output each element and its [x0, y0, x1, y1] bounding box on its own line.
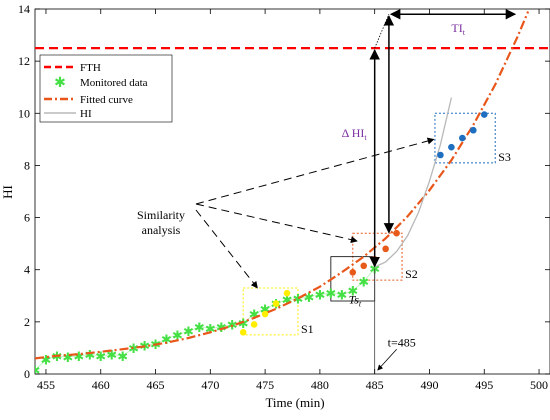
monitored-point: ✱	[117, 349, 128, 364]
x-axis-title: Time (min)	[265, 395, 324, 410]
monitored-point: ✱	[30, 363, 41, 378]
monitored-point: ✱	[303, 290, 314, 305]
x-tick-label: 475	[256, 378, 274, 392]
x-tick-label: 495	[475, 378, 493, 392]
segment-box-s1	[242, 287, 299, 336]
similarity-arrow-s1	[195, 209, 258, 289]
t-marker-arrow	[377, 348, 397, 371]
x-tick-label: 455	[37, 378, 55, 392]
legend-label-hi: HI	[80, 108, 92, 120]
y-tick-label: 2	[24, 315, 30, 329]
y-tick-label: 4	[24, 263, 30, 277]
x-tick-label: 465	[147, 378, 165, 392]
monitored-point: ✱	[282, 293, 293, 308]
monitored-point: ✱	[249, 307, 260, 322]
x-tick-label: 490	[420, 378, 438, 392]
series-line-monitored	[35, 268, 375, 371]
axes-layer: 455 460 465 470 475 480 485 490 495 500 0 2 4 6 8 10 12 1…	[18, 2, 550, 392]
segment-point-s2	[393, 229, 400, 237]
delta-hi-label: Δ HIt	[342, 126, 368, 142]
monitored-point: ✱	[216, 320, 227, 335]
x-tick-label: 500	[530, 378, 548, 392]
similarity-arrow-s2	[195, 203, 358, 244]
segment-box-s3	[434, 112, 496, 164]
y-tick-label: 0	[24, 367, 30, 381]
similarity-arrow-s3	[195, 137, 435, 205]
monitored-point: ✱	[336, 287, 347, 302]
segment-point-s2	[382, 245, 389, 253]
monitored-point: ✱	[106, 347, 117, 362]
y-axis-title: HI	[0, 185, 15, 199]
monitored-point: ✱	[325, 286, 336, 301]
similarity-label-line1: Similarity	[137, 208, 185, 222]
segment-points	[239, 111, 488, 336]
segment-point-s3	[437, 151, 444, 159]
legend-label-fitted: Fitted curve	[80, 94, 133, 106]
monitored-point: ✱	[238, 316, 249, 331]
ti-label: TIt	[451, 21, 465, 37]
t-marker-label: t=485	[388, 336, 416, 350]
segment-label-s2: S2	[405, 267, 418, 281]
monitored-point: ✱	[194, 320, 205, 335]
y-tick-label: 10	[18, 106, 30, 120]
y-tick-label: 6	[24, 211, 30, 225]
segment-point-s3	[469, 126, 477, 134]
segment-point-s3	[448, 143, 455, 151]
y-tick-label: 8	[24, 158, 30, 172]
monitored-point: ✱	[172, 328, 183, 343]
monitored-point: ✱	[183, 324, 194, 339]
x-tick-label: 470	[201, 378, 219, 392]
x-tick-label: 480	[311, 378, 329, 392]
ts-label: Tst	[349, 293, 362, 309]
monitored-point: ✱	[128, 341, 139, 356]
series-line-hi	[374, 97, 453, 268]
legend-swatch-monitored: ✱	[54, 76, 66, 91]
similarity-label-line2: analysis	[142, 223, 181, 237]
x-tick-label: 485	[366, 378, 384, 392]
monitored-point: ✱	[293, 291, 304, 306]
segment-label-s3: S3	[498, 150, 511, 164]
segment-point-s2	[349, 269, 357, 276]
monitored-point: ✱	[205, 321, 216, 336]
x-tick-label: 460	[92, 378, 110, 392]
segment-point-s1	[272, 300, 280, 307]
segment-point-s1	[283, 289, 291, 297]
legend: FTH ✱ Monitored data Fitted curve HI	[39, 54, 173, 123]
monitored-point: ✱	[260, 302, 271, 317]
monitored-point: ✱	[84, 347, 95, 362]
segment-point-s3	[459, 134, 466, 142]
segment-point-s2	[360, 262, 368, 270]
monitored-point: ✱	[95, 349, 106, 364]
segment-point-s1	[250, 321, 258, 328]
legend-label-monitored: Monitored data	[80, 77, 148, 89]
monitored-point: ✱	[358, 274, 369, 289]
legend-label-fth: FTH	[80, 62, 101, 74]
monitored-point: ✱	[73, 349, 84, 364]
segment-point-s1	[239, 328, 247, 336]
y-tick-label: 12	[18, 54, 30, 68]
monitored-point: ✱	[314, 287, 325, 302]
monitored-point: ✱	[41, 353, 52, 368]
y-tick-label: 14	[18, 2, 30, 16]
monitored-point: ✱	[62, 350, 73, 365]
segment-label-s1: S1	[301, 322, 314, 336]
monitored-point: ✱	[161, 332, 172, 347]
segment-point-s1	[261, 310, 269, 318]
series-line-fitted	[35, 11, 530, 360]
monitored-point: ✱	[347, 284, 358, 299]
segment-point-s3	[480, 111, 488, 118]
